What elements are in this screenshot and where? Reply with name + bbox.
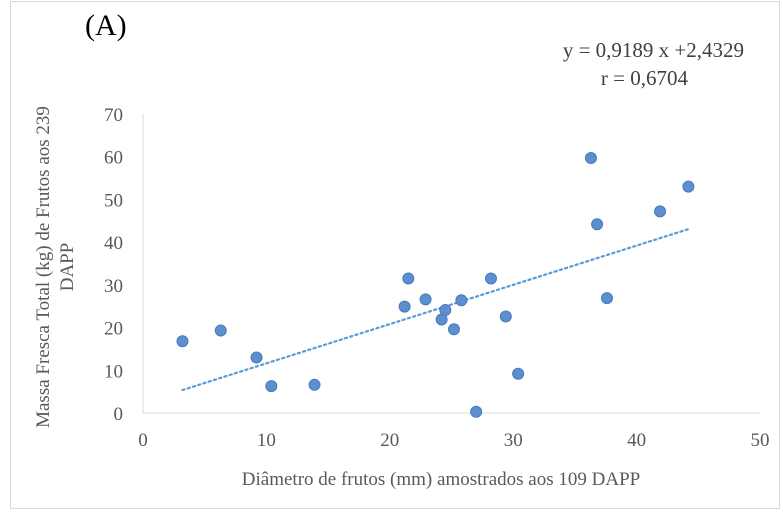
data-point <box>512 367 525 380</box>
chart-frame <box>10 1 780 509</box>
y-tick-label: 60 <box>104 148 123 169</box>
data-point <box>214 324 227 337</box>
y-tick-label: 0 <box>114 404 124 425</box>
x-tick-label: 20 <box>380 430 399 451</box>
panel-label: (A) <box>85 9 127 42</box>
data-point <box>398 300 411 313</box>
data-point <box>499 310 512 323</box>
data-point <box>654 205 667 218</box>
data-point <box>176 335 189 348</box>
data-point <box>265 380 278 393</box>
x-tick-label: 30 <box>504 430 523 451</box>
y-tick-label: 20 <box>104 319 123 340</box>
data-point <box>419 293 432 306</box>
x-axis-title: Diâmetro de frutos (mm) amostrados aos 1… <box>242 469 640 490</box>
correlation-coefficient: r = 0,6704 <box>601 66 689 90</box>
x-tick-label: 10 <box>257 430 276 451</box>
axes: 0 10 20 30 40 50 0 10 20 30 40 50 60 70 <box>104 105 770 451</box>
data-point <box>584 151 597 164</box>
regression-equation: y = 0,9189 x +2,4329 <box>563 38 744 62</box>
data-point <box>470 405 483 418</box>
data-point <box>447 323 460 336</box>
y-tick-label: 50 <box>104 190 123 211</box>
trendline <box>181 228 690 392</box>
data-point <box>682 180 695 193</box>
x-tick-label: 40 <box>627 430 646 451</box>
trendline-layer <box>181 228 690 392</box>
y-tick-label: 40 <box>104 233 123 254</box>
data-point <box>402 272 415 285</box>
y-tick-label: 30 <box>104 276 123 297</box>
x-tick-label: 0 <box>138 430 148 451</box>
data-point <box>600 292 613 305</box>
data-point <box>439 304 452 317</box>
data-point <box>308 378 321 391</box>
y-tick-label: 10 <box>104 361 123 382</box>
x-tick-label: 50 <box>751 430 770 451</box>
data-point <box>484 272 497 285</box>
data-point <box>455 294 468 307</box>
y-axis-title: Massa Fresca Total (kg) de Frutos aos 23… <box>33 106 78 428</box>
data-point <box>591 218 604 231</box>
y-axis-title-line-1: Massa Fresca Total (kg) de Frutos aos 23… <box>33 106 54 428</box>
y-axis-title-line-2: DAPP <box>57 243 78 292</box>
y-tick-label: 70 <box>104 105 123 126</box>
data-point <box>250 351 263 364</box>
data-points <box>176 151 695 418</box>
